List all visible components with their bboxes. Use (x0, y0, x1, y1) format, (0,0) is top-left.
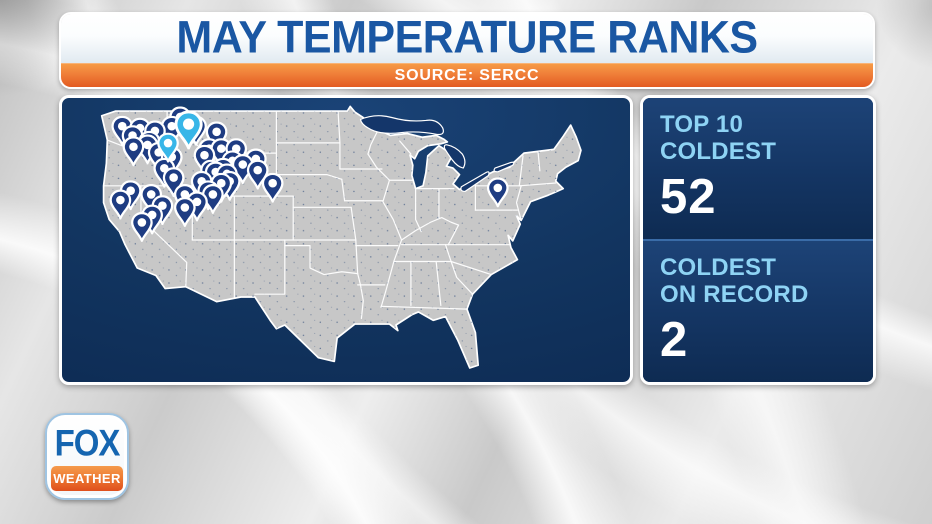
stats-divider (643, 239, 873, 241)
logo-weather-band: WEATHER (51, 466, 123, 491)
map-panel (59, 95, 633, 385)
great-lakes (359, 115, 515, 193)
lake-ontario (493, 161, 515, 173)
stat-label-line2: ON RECORD (660, 281, 809, 309)
source-bar: SOURCE: SERCC (61, 63, 873, 87)
stat-coldest-on-record: COLDEST ON RECORD 2 (643, 241, 873, 382)
headline-bar: MAY TEMPERATURE RANKS (61, 14, 873, 63)
stats-panel: TOP 10 COLDEST 52 COLDEST ON RECORD 2 (640, 95, 876, 385)
lake-huron (443, 144, 466, 169)
stat-label: COLDEST ON RECORD (660, 254, 873, 308)
stat-label: TOP 10 COLDEST (660, 111, 873, 165)
stat-label-line1: COLDEST (660, 254, 777, 281)
us-map (100, 105, 582, 369)
source-text: SOURCE: SERCC (394, 67, 540, 84)
stat-value: 52 (660, 170, 717, 225)
stat-value: 2 (660, 313, 689, 368)
logo-fox-text: FOX (54, 421, 121, 463)
logo-weather-text: WEATHER (53, 471, 121, 486)
lake-erie (460, 171, 490, 193)
lake-superior (359, 115, 444, 136)
headline-title: MAY TEMPERATURE RANKS (176, 12, 758, 64)
stat-top10-coldest: TOP 10 COLDEST 52 (643, 98, 873, 239)
fox-weather-logo: FOX WEATHER (45, 413, 129, 500)
headline-banner: MAY TEMPERATURE RANKS SOURCE: SERCC (59, 12, 875, 89)
stat-label-line2: COLDEST (660, 138, 777, 166)
stat-label-line1: TOP 10 (660, 111, 744, 138)
